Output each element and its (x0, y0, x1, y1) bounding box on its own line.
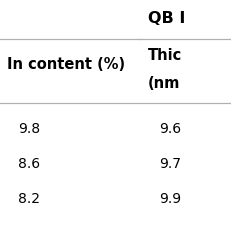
Text: 9.6: 9.6 (159, 122, 182, 136)
Text: Thic: Thic (148, 48, 182, 63)
Text: In content (%): In content (%) (7, 57, 125, 72)
Text: 8.2: 8.2 (18, 192, 40, 206)
Text: 9.9: 9.9 (159, 192, 182, 206)
Text: 9.7: 9.7 (159, 157, 181, 171)
Text: QB I: QB I (148, 11, 185, 26)
Text: 9.8: 9.8 (18, 122, 41, 136)
Text: (nm: (nm (148, 76, 180, 91)
Text: 8.6: 8.6 (18, 157, 41, 171)
